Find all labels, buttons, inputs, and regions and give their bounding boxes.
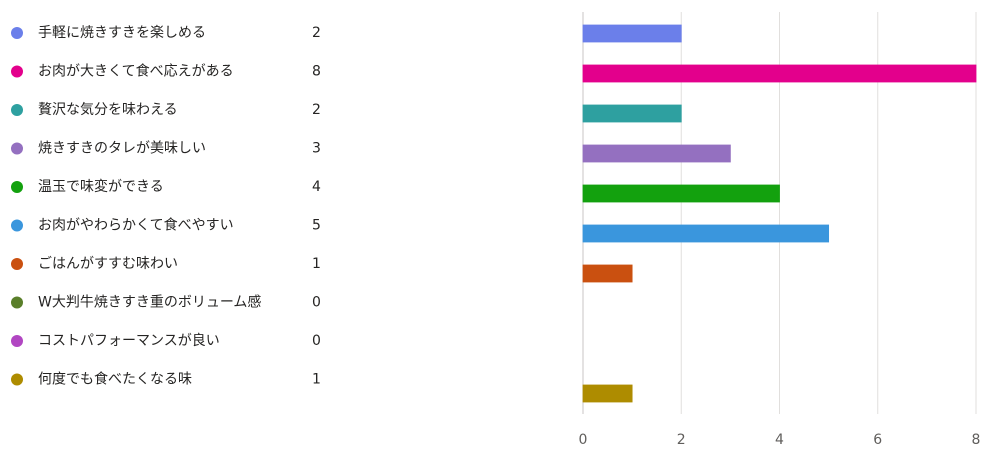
legend-count: 1 bbox=[312, 372, 321, 388]
legend-count: 2 bbox=[312, 102, 321, 118]
legend-dot bbox=[11, 27, 23, 39]
x-tick-label: 0 bbox=[579, 432, 588, 448]
legend-label: 温玉で味変ができる bbox=[38, 178, 164, 195]
bar bbox=[582, 24, 682, 43]
legend-label: W大判牛焼きすき重のボリューム感 bbox=[38, 294, 261, 311]
legend-dot bbox=[11, 181, 23, 193]
legend-dot bbox=[11, 335, 23, 347]
legend-count: 4 bbox=[312, 179, 321, 195]
legend-count: 0 bbox=[312, 333, 321, 349]
bar bbox=[582, 264, 633, 283]
legend-dot bbox=[11, 373, 23, 386]
legend-dot bbox=[11, 104, 23, 116]
legend-label: 何度でも食べたくなる味 bbox=[38, 371, 192, 388]
bar bbox=[582, 224, 830, 243]
x-tick-label: 8 bbox=[972, 432, 981, 448]
legend-label: 焼きすきのタレが美味しい bbox=[38, 141, 206, 157]
bar bbox=[582, 144, 731, 163]
legend-label: お肉がやわらかくて食べやすい bbox=[38, 217, 234, 234]
x-tick-label: 4 bbox=[775, 432, 784, 448]
legend-dot bbox=[11, 65, 23, 78]
x-tick-label: 6 bbox=[873, 432, 882, 448]
legend-count: 5 bbox=[312, 218, 321, 234]
legend-count: 0 bbox=[312, 295, 321, 311]
bar bbox=[582, 384, 633, 403]
legend-count: 1 bbox=[312, 256, 321, 272]
x-tick-label: 2 bbox=[677, 432, 686, 448]
legend-count: 2 bbox=[312, 25, 321, 41]
bar bbox=[582, 104, 682, 123]
bar bbox=[582, 184, 780, 203]
legend-label: お肉が大きくて食べ応えがある bbox=[38, 63, 234, 80]
legend-dot bbox=[11, 258, 23, 270]
legend-count: 3 bbox=[312, 141, 321, 157]
legend-dot bbox=[11, 142, 23, 155]
legend-label: コストパフォーマンスが良い bbox=[38, 333, 220, 349]
legend-label: 手軽に焼きすきを楽しめる bbox=[38, 25, 206, 41]
bar bbox=[582, 64, 977, 83]
legend-label: 贅沢な気分を味わえる bbox=[38, 101, 178, 118]
legend-dot bbox=[11, 296, 23, 309]
legend-label: ごはんがすすむ味わい bbox=[38, 256, 178, 272]
legend-count: 8 bbox=[312, 64, 321, 80]
legend-dot bbox=[11, 219, 23, 232]
